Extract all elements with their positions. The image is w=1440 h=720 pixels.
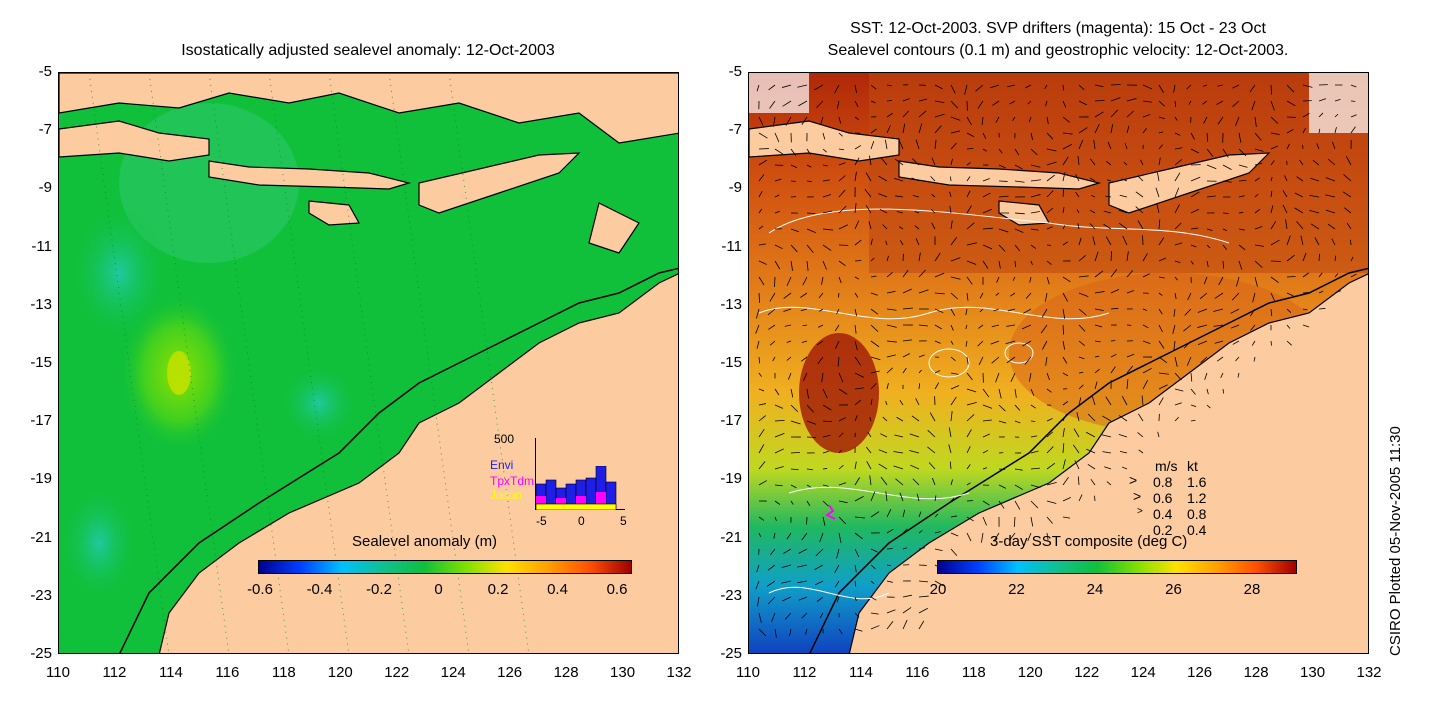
right-x-tick: 128 (1243, 664, 1269, 681)
right-map-title-line1: SST: 12-Oct-2003. SVP drifters (magenta)… (850, 20, 1266, 37)
right-y-tick: -5 (728, 63, 742, 80)
velocity-legend-arrow-3: > (1137, 506, 1143, 517)
velocity-legend-ms-2: 0.6 (1153, 490, 1173, 506)
left-x-tick: 132 (666, 664, 692, 681)
altimeter-inset: 500 Envi TpxTdm Jason -5 0 5 (478, 430, 638, 530)
right-y-tick: -15 (720, 354, 742, 371)
right-colorbar-label: 3-day SST composite (deg C) (990, 533, 1188, 550)
left-x-tick: 114 (158, 664, 183, 681)
left-y-tick: -5 (38, 63, 52, 80)
velocity-legend-ms-1: 0.8 (1153, 474, 1173, 490)
left-colorbar-tick: -0.2 (366, 581, 392, 598)
right-x-tick: 130 (1300, 664, 1326, 681)
left-y-tick: -15 (30, 354, 52, 371)
left-x-tick: 118 (271, 664, 296, 681)
inset-y-axis (535, 438, 536, 510)
sealevel-anomaly-map (58, 72, 679, 654)
inset-histogram-bars (536, 466, 617, 510)
velocity-legend-arrow-2: > (1133, 488, 1142, 504)
left-y-tick: -17 (30, 412, 52, 430)
left-colorbar (258, 560, 632, 574)
left-x-tick: 130 (610, 664, 636, 681)
right-y-tick: -11 (721, 237, 742, 255)
inset-xtick-zero: 0 (578, 514, 585, 528)
right-y-tick: -21 (720, 528, 742, 546)
left-y-tick: -13 (30, 295, 52, 313)
velocity-legend-kt-1: 1.6 (1187, 474, 1207, 490)
right-x-tick: 112 (792, 664, 817, 681)
right-colorbar-tick: 28 (1243, 581, 1261, 598)
velocity-legend-header-ms: m/s (1155, 458, 1178, 474)
right-colorbar-tick: 22 (1008, 581, 1025, 598)
left-map-title: Isostatically adjusted sealevel anomaly:… (181, 42, 555, 59)
right-x-tick: 120 (1017, 664, 1043, 681)
right-y-tick: -25 (720, 645, 742, 662)
drifter-track (825, 504, 836, 520)
inset-legend-jason: Jason (490, 488, 523, 502)
right-y-tick: -23 (720, 586, 742, 604)
sealevel-anomaly-map-graphic (59, 73, 678, 653)
left-y-tick: -9 (38, 179, 52, 197)
left-y-tick: -25 (30, 645, 52, 662)
right-y-tick: -7 (728, 121, 742, 139)
left-y-tick: -23 (30, 586, 52, 604)
right-map-title-line2: Sealevel contours (0.1 m) and geostrophi… (827, 42, 1289, 59)
inset-legend-envi: Envi (490, 458, 514, 472)
velocity-legend-kt-4: 0.4 (1187, 522, 1207, 538)
right-x-tick: 114 (848, 664, 873, 681)
left-y-tick: -21 (30, 528, 52, 546)
inset-legend-tpxtdm: TpxTdm (490, 474, 535, 488)
velocity-legend-header-kt: kt (1187, 458, 1198, 474)
left-colorbar-tick: 0.2 (487, 581, 509, 598)
inset-xtick-max: 5 (620, 514, 627, 528)
velocity-legend: m/s kt > 0.8 1.6 > 0.6 1.2 > 0.4 0.8 0.2… (1125, 458, 1235, 538)
left-x-tick: 112 (102, 664, 127, 681)
right-y-tick: -13 (720, 295, 742, 313)
left-colorbar-tick: 0.4 (547, 581, 568, 598)
right-y-tick: -9 (728, 179, 742, 197)
left-colorbar-tick: -0.4 (306, 581, 333, 598)
sst-map (748, 72, 1369, 654)
left-x-tick: 122 (384, 664, 410, 681)
left-x-tick: 126 (497, 664, 523, 681)
inset-ymax-label: 500 (494, 432, 515, 446)
sst-map-graphic (749, 73, 1368, 653)
velocity-legend-kt-2: 1.2 (1187, 490, 1207, 506)
left-colorbar-tick: 0.6 (606, 581, 628, 598)
left-x-tick: 116 (215, 664, 240, 681)
left-x-tick: 128 (553, 664, 579, 681)
right-colorbar-tick: 20 (929, 581, 947, 598)
velocity-legend-ms-3: 0.4 (1153, 506, 1173, 522)
left-y-tick: -19 (30, 470, 52, 488)
right-x-tick: 110 (736, 664, 760, 681)
inset-xtick-min: -5 (536, 514, 547, 528)
right-x-tick: 132 (1356, 664, 1382, 681)
left-colorbar-tick: -0.6 (247, 581, 273, 598)
left-y-tick: -7 (38, 121, 52, 139)
left-y-tick: -11 (31, 237, 52, 255)
right-x-tick: 116 (905, 664, 930, 681)
right-y-tick: -19 (720, 470, 742, 488)
left-x-tick: 120 (327, 664, 353, 681)
right-colorbar-tick: 26 (1165, 581, 1182, 598)
right-colorbar-tick: 24 (1086, 581, 1104, 598)
left-colorbar-label: Sealevel anomaly (m) (352, 533, 498, 550)
right-colorbar (937, 560, 1297, 574)
left-x-tick: 124 (440, 664, 466, 681)
right-x-tick: 122 (1074, 664, 1100, 681)
right-x-tick: 124 (1130, 664, 1156, 681)
velocity-legend-ms-4: 0.2 (1153, 522, 1173, 538)
velocity-legend-arrow-1: > (1129, 472, 1138, 488)
right-x-tick: 118 (961, 664, 986, 681)
left-x-tick: 110 (46, 664, 70, 681)
right-x-tick: 126 (1187, 664, 1213, 681)
credit-text: CSIRO Plotted 05-Nov-2005 11:30 (1387, 426, 1404, 656)
right-y-tick: -17 (720, 412, 742, 430)
velocity-legend-kt-3: 0.8 (1187, 506, 1207, 522)
left-colorbar-tick: 0 (434, 581, 443, 598)
